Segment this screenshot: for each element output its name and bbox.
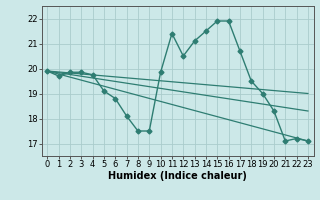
- X-axis label: Humidex (Indice chaleur): Humidex (Indice chaleur): [108, 171, 247, 181]
